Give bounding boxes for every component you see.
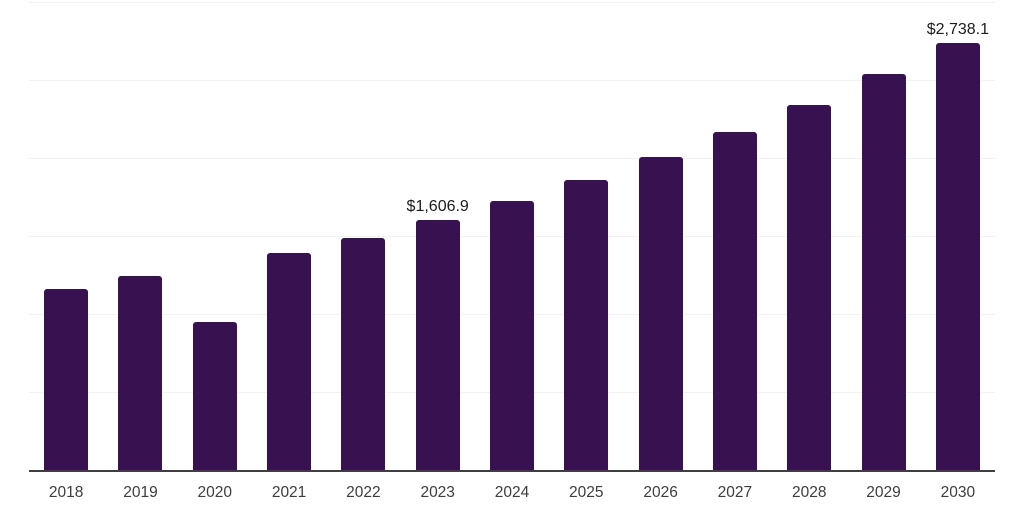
x-tick-2030: 2030 <box>940 484 976 501</box>
bar-2022[interactable] <box>341 237 386 471</box>
bar-2021[interactable] <box>267 252 312 471</box>
bar-2026[interactable] <box>638 156 683 471</box>
x-tick-2027: 2027 <box>717 484 753 501</box>
value-label-2023: $1,606.9 <box>406 197 469 215</box>
bar-2023[interactable] <box>415 219 460 471</box>
x-tick-2026: 2026 <box>643 484 678 501</box>
bar-2030[interactable] <box>935 42 980 471</box>
bar-2018[interactable] <box>44 289 89 471</box>
bar-2020[interactable] <box>192 322 237 471</box>
x-tick-2029: 2029 <box>866 484 901 501</box>
bar-2028[interactable] <box>787 105 832 471</box>
x-axis-line <box>29 469 995 472</box>
bar-2025[interactable] <box>564 180 609 471</box>
x-tick-2022: 2022 <box>346 484 381 501</box>
bar-2027[interactable] <box>712 131 757 471</box>
x-tick-2025: 2025 <box>569 484 604 501</box>
x-tick-2023: 2023 <box>420 484 455 501</box>
bar-2019[interactable] <box>118 276 163 471</box>
x-tick-2019: 2019 <box>123 484 158 501</box>
x-tick-2024: 2024 <box>494 484 530 501</box>
value-label-2030: $2,738.1 <box>926 20 989 38</box>
x-tick-2028: 2028 <box>791 484 827 501</box>
bar-2029[interactable] <box>861 73 906 471</box>
x-tick-2020: 2020 <box>197 484 233 501</box>
x-tick-2018: 2018 <box>48 484 84 501</box>
gridline <box>29 2 995 3</box>
gridline <box>29 158 995 160</box>
bar-2024[interactable] <box>490 201 534 471</box>
x-tick-2021: 2021 <box>271 484 307 501</box>
gridline <box>29 80 995 82</box>
